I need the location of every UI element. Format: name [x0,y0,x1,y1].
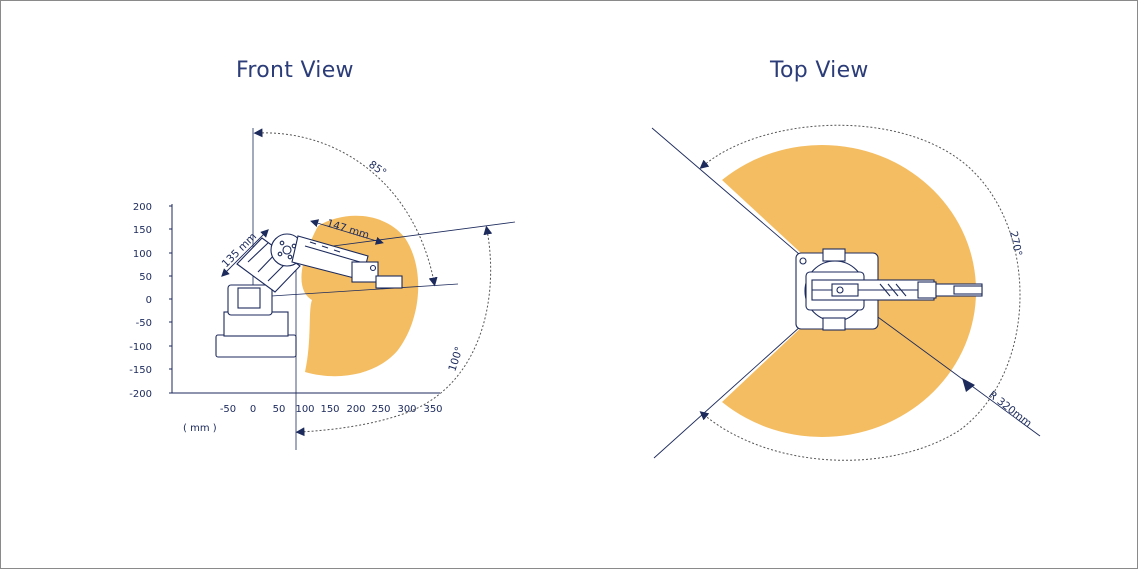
top-radius-label: R 320mm [986,389,1034,430]
front-x-tick: 150 [320,404,339,415]
front-unit-label: ( mm ) [183,423,217,434]
front-x-tick: 100 [295,404,314,415]
front-x-tick: 50 [273,404,286,415]
front-arc-100 [295,225,493,437]
front-y-tick: -100 [129,342,152,353]
front-dim-fore-arm [310,219,384,245]
top-robot-arm [795,248,983,331]
top-view: 270° R 320mm [651,124,1041,461]
front-x-tick: 200 [346,404,365,415]
front-y-tick: 200 [133,202,152,213]
front-y-tick: 150 [133,225,152,236]
front-y-tick: 100 [133,249,152,260]
front-workspace-area [301,215,419,377]
front-y-tick: -200 [129,389,152,400]
top-view-title: Top View [770,58,869,83]
top-radius-arrow [962,378,975,392]
front-y-tick: 0 [146,295,152,306]
front-view-title: Front View [236,58,354,83]
front-arc-85 [253,128,438,287]
front-y-tick: -50 [136,318,152,329]
top-arc-270 [699,124,1021,461]
front-y-tick: -150 [129,365,152,376]
front-x-tick: 350 [423,404,442,415]
front-view: 200 150 100 50 0 -50 -100 -150 -200 -50 … [129,128,516,450]
front-dim-rear-arm [221,229,269,277]
front-angle-upper-label: 85° [366,159,388,180]
front-x-tick: -50 [220,404,236,415]
front-x-tick: 250 [371,404,390,415]
front-x-tick: 0 [250,404,256,415]
front-y-tick-marks [169,205,172,394]
front-y-tick: 50 [139,272,152,283]
top-angle-label: 270° [1007,230,1024,257]
